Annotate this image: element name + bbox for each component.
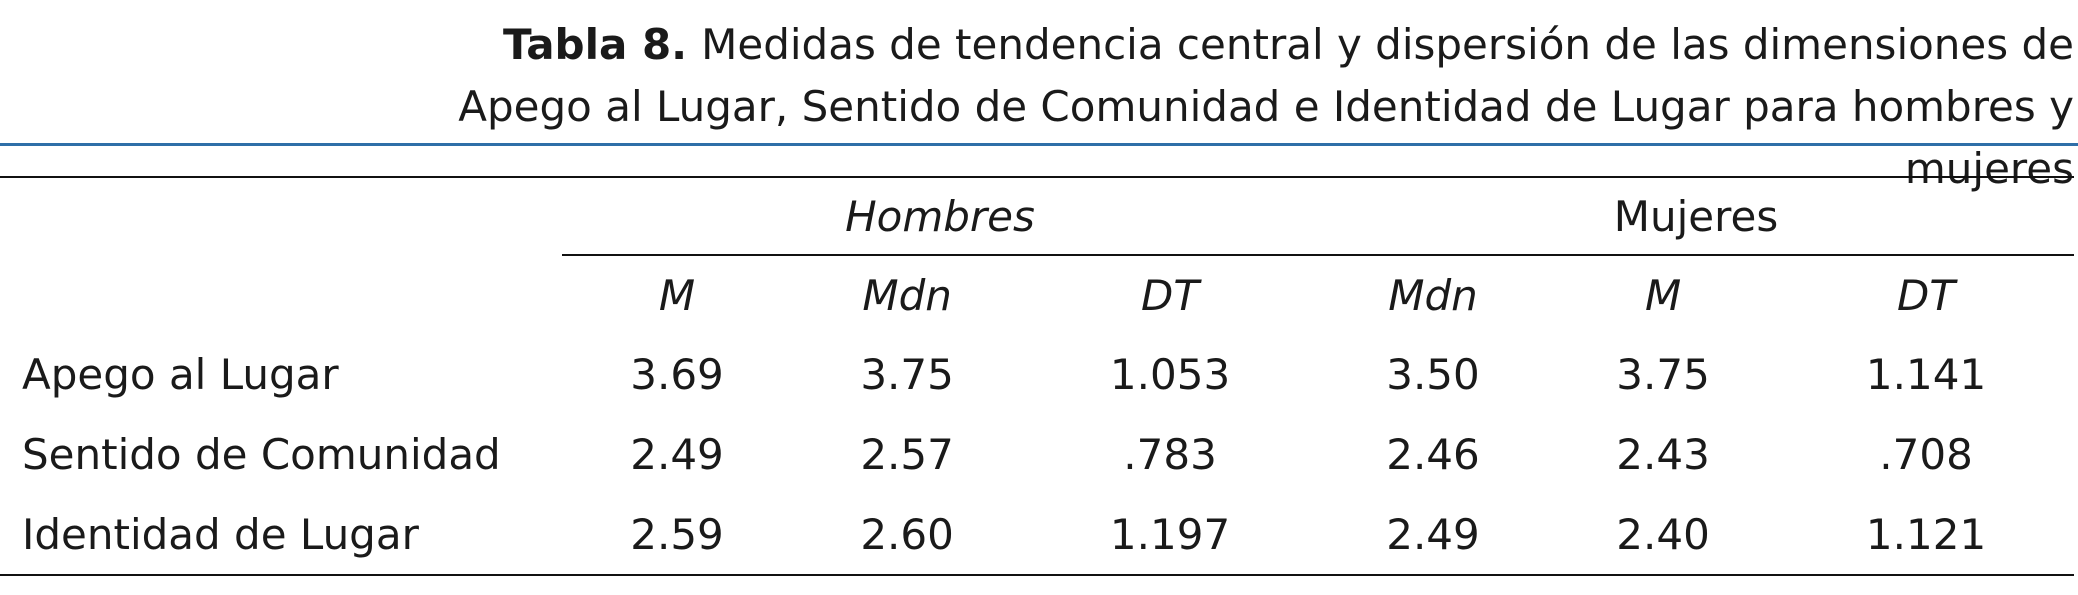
table-row: Sentido de Comunidad 2.49 2.57 .783 2.46… bbox=[0, 414, 2074, 494]
table-row: Identidad de Lugar 2.59 2.60 1.197 2.49 … bbox=[0, 494, 2074, 576]
table-caption: Tabla 8. Medidas de tendencia central y d… bbox=[434, 14, 2074, 200]
table-cell: 3.75 bbox=[1616, 349, 1710, 399]
table-cell: .708 bbox=[1879, 429, 1973, 479]
header-corner-cell bbox=[0, 176, 562, 255]
table-cell: 1.141 bbox=[1865, 349, 1987, 399]
data-table: Hombres Mujeres M Mdn DT Mdn M DT Apego … bbox=[0, 176, 2074, 576]
table-cell: 2.40 bbox=[1548, 494, 1779, 576]
table-cell: 1.121 bbox=[1778, 494, 2074, 576]
table-cell: 1.053 bbox=[1109, 349, 1231, 399]
subheader-corner-cell bbox=[0, 255, 562, 334]
column-header: Mdn bbox=[862, 270, 952, 320]
caption-label: Tabla 8. bbox=[502, 20, 688, 69]
column-header: Mdn bbox=[1388, 270, 1478, 320]
group-header-hombres: Hombres bbox=[562, 176, 1318, 256]
table-cell: 2.49 bbox=[1317, 494, 1549, 576]
table-cell: 2.43 bbox=[1616, 429, 1710, 479]
column-header: DT bbox=[1897, 270, 1956, 320]
table-cell: 3.69 bbox=[630, 349, 724, 399]
row-label: Apego al Lugar bbox=[22, 349, 339, 399]
group-header-mujeres: Mujeres bbox=[1317, 176, 2074, 256]
column-header: M bbox=[658, 270, 696, 320]
table-cell: 2.49 bbox=[630, 429, 724, 479]
row-label: Sentido de Comunidad bbox=[22, 429, 501, 479]
table-row: Apego al Lugar 3.69 3.75 1.053 3.50 3.75… bbox=[0, 334, 2074, 414]
column-header: DT bbox=[1141, 270, 1200, 320]
table-cell: 2.59 bbox=[562, 494, 793, 576]
caption-text: Medidas de tendencia central y dispersió… bbox=[458, 20, 2074, 193]
table-cell: .783 bbox=[1123, 429, 1217, 479]
table-cell: 1.197 bbox=[1022, 494, 1318, 576]
table-cell: 2.46 bbox=[1386, 429, 1480, 479]
caption-divider bbox=[0, 143, 2078, 146]
row-label: Identidad de Lugar bbox=[0, 494, 562, 576]
column-header: M bbox=[1644, 270, 1682, 320]
table-cell: 2.57 bbox=[860, 429, 954, 479]
table-cell: 3.75 bbox=[860, 349, 954, 399]
table-cell: 3.50 bbox=[1386, 349, 1480, 399]
table-cell: 2.60 bbox=[792, 494, 1023, 576]
